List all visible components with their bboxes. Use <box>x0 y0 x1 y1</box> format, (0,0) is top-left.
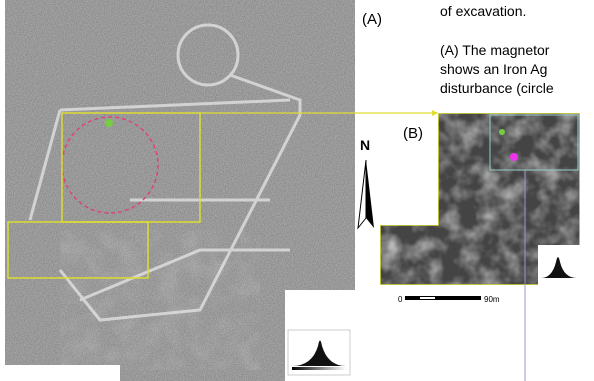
scale-start: 0 <box>398 295 403 304</box>
caption-line: of excavation. <box>440 3 526 19</box>
caption-line: shows an Iron Ag <box>440 61 547 77</box>
north-arrow: N <box>358 137 374 228</box>
histogram-inset <box>538 245 580 285</box>
panel-label: (B) <box>403 125 423 142</box>
north-label: N <box>360 137 370 153</box>
figure: 0 90m N (A) (B) of excavation. (A) The m… <box>0 0 594 381</box>
panel-label: (A) <box>362 11 382 28</box>
caption-line: (A) The magnetor <box>440 42 550 58</box>
histogram-inset <box>288 330 350 375</box>
scale-end: 90m <box>484 295 500 304</box>
caption-line: disturbance (circle <box>440 80 554 96</box>
scale-bar: 0 90m <box>398 295 500 304</box>
